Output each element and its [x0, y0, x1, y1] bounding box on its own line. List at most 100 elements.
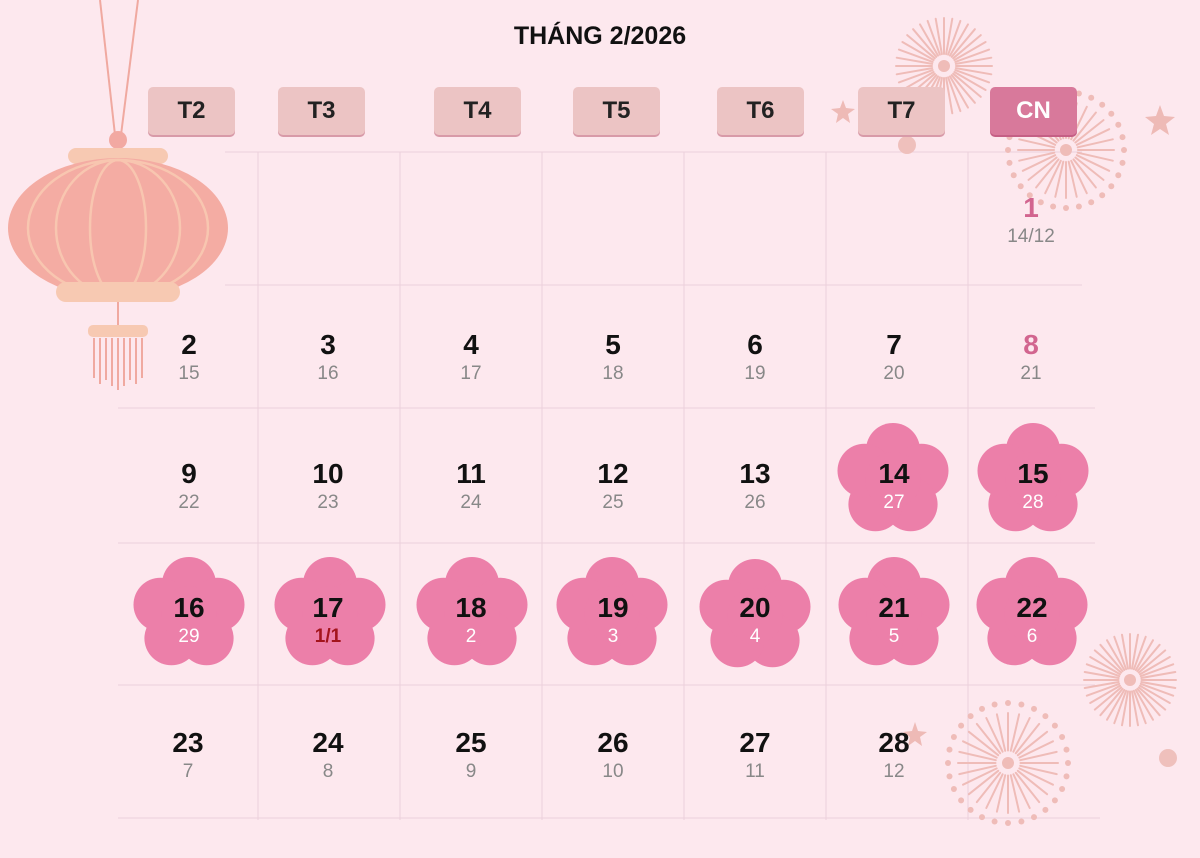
weekday-header-t6: T6	[717, 87, 804, 135]
day-cell[interactable]: 17 1/1	[258, 592, 398, 702]
lunar-date: 27	[883, 492, 905, 513]
day-cell[interactable]: 6 19	[685, 329, 825, 439]
weekday-header-t3: T3	[278, 87, 365, 135]
day-cell[interactable]: 8 21	[961, 329, 1101, 439]
solar-date: 20	[739, 592, 771, 623]
day-cell[interactable]: 10 23	[258, 458, 398, 568]
day-cell[interactable]: 20 4	[685, 592, 825, 702]
solar-date: 2	[181, 329, 197, 360]
day-cell[interactable]: 23 7	[118, 727, 258, 837]
dot-decoration	[1159, 749, 1177, 767]
flower-icon	[416, 557, 528, 666]
lunar-date: 18	[602, 363, 624, 384]
lantern-icon	[8, 0, 228, 390]
lunar-date: 2	[465, 626, 477, 647]
flower-icon	[556, 557, 668, 666]
solar-date: 14	[878, 458, 910, 489]
day-cell[interactable]: 9 22	[119, 458, 259, 568]
flower-icon	[133, 557, 245, 666]
day-cell[interactable]: 16 29	[119, 592, 259, 702]
solar-date: 7	[886, 329, 902, 360]
day-cell[interactable]: 5 18	[543, 329, 683, 439]
lunar-date: 8	[322, 761, 334, 782]
solar-date: 24	[312, 727, 344, 758]
day-cell[interactable]: 13 26	[685, 458, 825, 568]
day-cell[interactable]: 4 17	[401, 329, 541, 439]
solar-date: 1	[1023, 192, 1039, 223]
day-cell[interactable]: 7 20	[824, 329, 964, 439]
day-cell[interactable]: 24 8	[258, 727, 398, 837]
lunar-date: 4	[749, 626, 761, 647]
day-cell[interactable]: 18 2	[401, 592, 541, 702]
day-cell[interactable]: 1 14/12	[961, 192, 1101, 302]
lunar-date: 24	[460, 492, 482, 513]
solar-date: 10	[312, 458, 344, 489]
lunar-date: 6	[1026, 626, 1038, 647]
day-cell[interactable]: 15 28	[963, 458, 1103, 568]
weekday-header-t7: T7	[858, 87, 945, 135]
day-cell[interactable]: 12 25	[543, 458, 683, 568]
lunar-date: 14/12	[1007, 226, 1055, 247]
solar-date: 27	[739, 727, 771, 758]
lunar-date: 19	[744, 363, 766, 384]
solar-date: 28	[878, 727, 910, 758]
star-icon	[831, 100, 1175, 746]
day-cell[interactable]: 28 12	[824, 727, 964, 837]
lunar-date: 20	[883, 363, 905, 384]
flower-icon	[976, 557, 1088, 666]
weekday-header-t4: T4	[434, 87, 521, 135]
dot-decoration	[898, 136, 916, 154]
flower-icon	[274, 557, 386, 666]
solar-date: 13	[739, 458, 771, 489]
flower-icon	[699, 559, 811, 668]
month-title: THÁNG 2/2026	[513, 22, 687, 50]
day-cell[interactable]: 25 9	[401, 727, 541, 837]
day-cell[interactable]: 26 10	[543, 727, 683, 837]
lunar-date: 12	[883, 761, 905, 782]
solar-date: 21	[878, 592, 910, 623]
firework-icon	[1083, 633, 1177, 727]
flower-icon	[838, 557, 950, 666]
lunar-date: 7	[182, 761, 194, 782]
lunar-date: 23	[317, 492, 339, 513]
lunar-date: 17	[460, 363, 482, 384]
solar-date: 11	[456, 458, 486, 489]
day-cell[interactable]: 11 24	[401, 458, 541, 568]
day-cell[interactable]: 3 16	[258, 329, 398, 439]
weekday-header-cn: CN	[990, 87, 1077, 135]
lunar-date: 29	[178, 626, 200, 647]
day-cell[interactable]: 22 6	[962, 592, 1102, 702]
lunar-date: 15	[178, 363, 200, 384]
lunar-date: 10	[602, 761, 624, 782]
solar-date: 19	[597, 592, 629, 623]
solar-date: 8	[1023, 329, 1039, 360]
lunar-date: 9	[465, 761, 477, 782]
solar-date: 5	[605, 329, 621, 360]
solar-date: 23	[172, 727, 204, 758]
lunar-date: 5	[888, 626, 900, 647]
solar-date: 12	[597, 458, 629, 489]
solar-date: 6	[747, 329, 763, 360]
lunar-date: 28	[1022, 492, 1044, 513]
day-cell[interactable]: 2 15	[119, 329, 259, 439]
lunar-date: 22	[178, 492, 200, 513]
day-cell[interactable]: 21 5	[824, 592, 964, 702]
lunar-date: 25	[602, 492, 624, 513]
solar-date: 26	[597, 727, 629, 758]
solar-date: 9	[181, 458, 197, 489]
weekday-header-t2: T2	[148, 87, 235, 135]
lunar-date: 11	[745, 761, 765, 782]
day-cell[interactable]: 19 3	[543, 592, 683, 702]
firework-icon	[945, 700, 1071, 826]
day-cell[interactable]: 27 11	[685, 727, 825, 837]
calendar-grid	[118, 151, 1100, 820]
lunar-date: 26	[744, 492, 766, 513]
solar-date: 17	[312, 592, 344, 623]
solar-date: 15	[1017, 458, 1049, 489]
weekday-header-t5: T5	[573, 87, 660, 135]
solar-date: 16	[173, 592, 205, 623]
solar-date: 3	[320, 329, 336, 360]
flower-icon	[977, 423, 1089, 532]
day-cell[interactable]: 14 27	[824, 458, 964, 568]
